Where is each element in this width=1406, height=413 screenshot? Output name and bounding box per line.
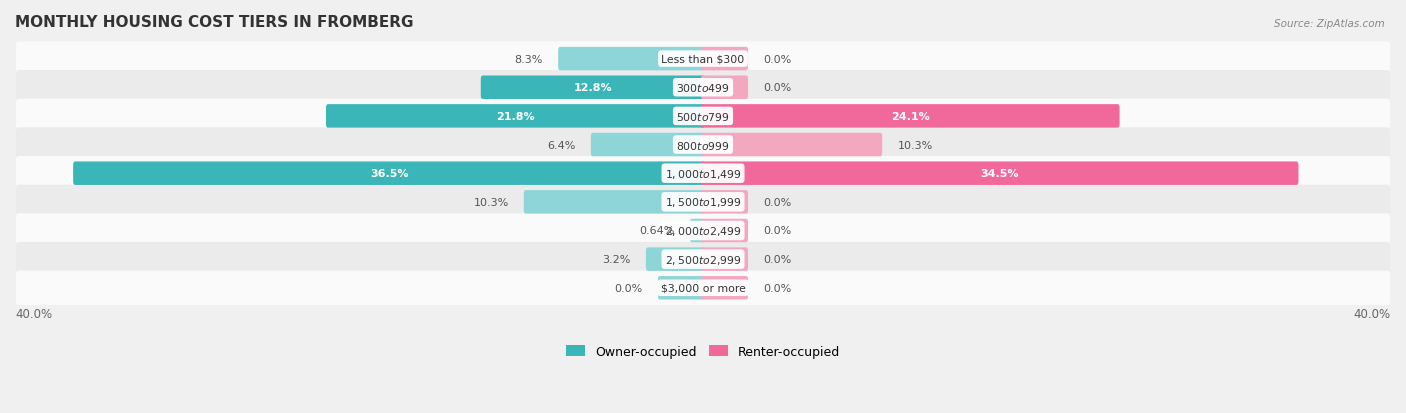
Text: $1,500 to $1,999: $1,500 to $1,999	[665, 196, 741, 209]
Text: 0.64%: 0.64%	[640, 226, 675, 236]
Text: 21.8%: 21.8%	[496, 112, 534, 121]
FancyBboxPatch shape	[690, 219, 704, 243]
FancyBboxPatch shape	[702, 248, 748, 271]
FancyBboxPatch shape	[326, 105, 704, 128]
Text: 0.0%: 0.0%	[763, 226, 792, 236]
Text: $3,000 or more: $3,000 or more	[661, 283, 745, 293]
FancyBboxPatch shape	[15, 128, 1391, 162]
Text: 0.0%: 0.0%	[763, 83, 792, 93]
FancyBboxPatch shape	[73, 162, 704, 185]
Text: 8.3%: 8.3%	[515, 55, 543, 64]
Text: $2,500 to $2,999: $2,500 to $2,999	[665, 253, 741, 266]
FancyBboxPatch shape	[481, 76, 704, 100]
FancyBboxPatch shape	[15, 214, 1391, 248]
Text: 10.3%: 10.3%	[897, 140, 932, 150]
Text: 40.0%: 40.0%	[15, 308, 52, 320]
FancyBboxPatch shape	[591, 133, 704, 157]
Text: 12.8%: 12.8%	[574, 83, 612, 93]
Text: $500 to $799: $500 to $799	[676, 111, 730, 123]
FancyBboxPatch shape	[645, 248, 704, 271]
FancyBboxPatch shape	[15, 185, 1391, 219]
FancyBboxPatch shape	[15, 100, 1391, 134]
FancyBboxPatch shape	[15, 271, 1391, 305]
FancyBboxPatch shape	[15, 71, 1391, 105]
Text: MONTHLY HOUSING COST TIERS IN FROMBERG: MONTHLY HOUSING COST TIERS IN FROMBERG	[15, 15, 413, 30]
Text: 6.4%: 6.4%	[547, 140, 575, 150]
FancyBboxPatch shape	[702, 219, 748, 243]
FancyBboxPatch shape	[15, 157, 1391, 191]
Text: 0.0%: 0.0%	[763, 283, 792, 293]
Text: 3.2%: 3.2%	[602, 254, 631, 264]
FancyBboxPatch shape	[702, 133, 882, 157]
Text: 0.0%: 0.0%	[763, 55, 792, 64]
FancyBboxPatch shape	[658, 276, 704, 300]
Legend: Owner-occupied, Renter-occupied: Owner-occupied, Renter-occupied	[561, 340, 845, 363]
FancyBboxPatch shape	[15, 242, 1391, 277]
Text: 24.1%: 24.1%	[891, 112, 929, 121]
FancyBboxPatch shape	[702, 76, 748, 100]
FancyBboxPatch shape	[702, 191, 748, 214]
FancyBboxPatch shape	[702, 48, 748, 71]
Text: 40.0%: 40.0%	[1354, 308, 1391, 320]
Text: $800 to $999: $800 to $999	[676, 139, 730, 151]
FancyBboxPatch shape	[524, 191, 704, 214]
Text: $2,000 to $2,499: $2,000 to $2,499	[665, 224, 741, 237]
Text: 0.0%: 0.0%	[614, 283, 643, 293]
Text: 10.3%: 10.3%	[474, 197, 509, 207]
Text: $300 to $499: $300 to $499	[676, 82, 730, 94]
Text: 36.5%: 36.5%	[370, 169, 408, 179]
FancyBboxPatch shape	[702, 276, 748, 300]
Text: 0.0%: 0.0%	[763, 254, 792, 264]
Text: 34.5%: 34.5%	[980, 169, 1019, 179]
FancyBboxPatch shape	[702, 105, 1119, 128]
Text: Less than $300: Less than $300	[661, 55, 745, 64]
FancyBboxPatch shape	[15, 42, 1391, 76]
Text: $1,000 to $1,499: $1,000 to $1,499	[665, 167, 741, 180]
Text: Source: ZipAtlas.com: Source: ZipAtlas.com	[1274, 19, 1385, 28]
FancyBboxPatch shape	[702, 162, 1299, 185]
Text: 0.0%: 0.0%	[763, 197, 792, 207]
FancyBboxPatch shape	[558, 48, 704, 71]
